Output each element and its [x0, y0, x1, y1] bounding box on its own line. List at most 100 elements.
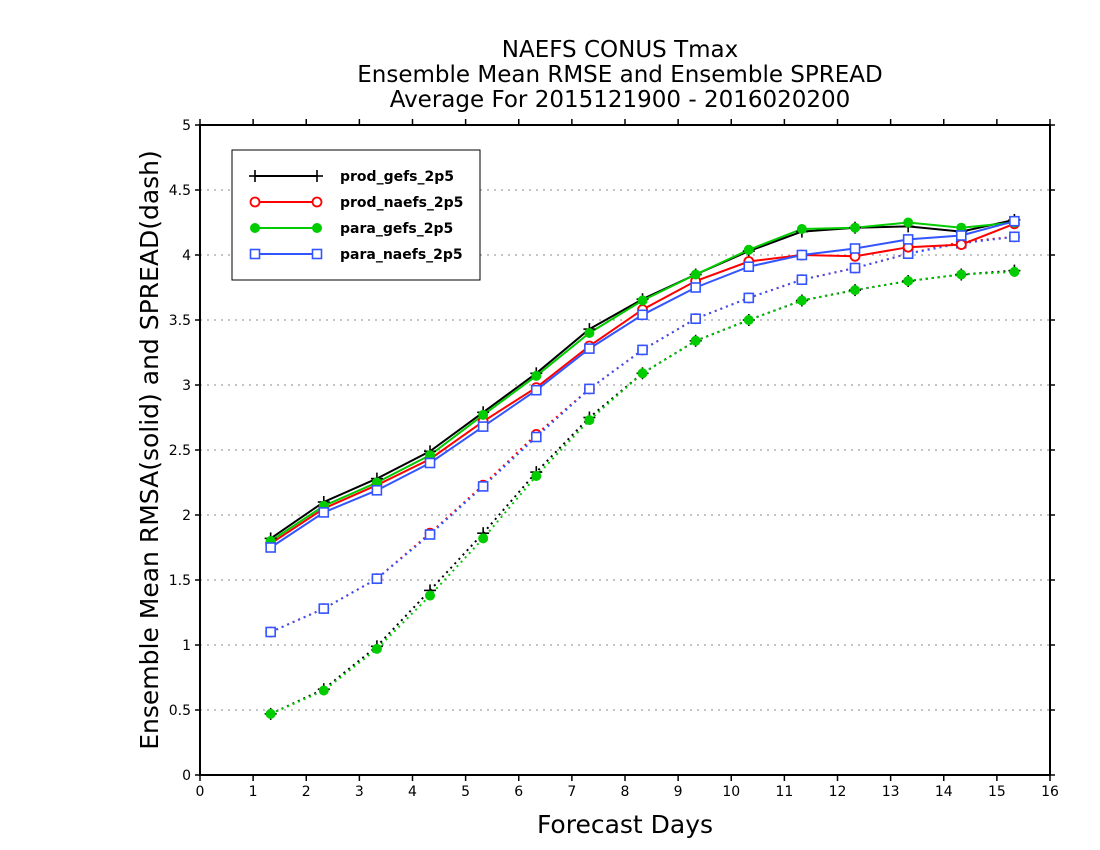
series-3-rmse-point-12 — [902, 234, 914, 245]
y-tick-label-8: 4 — [182, 248, 191, 264]
series-3-spread-point-8 — [690, 313, 701, 325]
x-tick-label-1: 1 — [249, 784, 258, 800]
series-2-spread-point-2 — [371, 643, 382, 654]
series-3-rmse-point-11 — [849, 243, 861, 254]
y-axis: 0 0.5 1 1.5 2 2.5 3 3.5 4 4.5 5 — [169, 118, 1055, 784]
series-2-rmse-point-9 — [743, 244, 754, 255]
series-2-rmse-point-5 — [531, 370, 542, 381]
series-3-spread-point-1 — [318, 603, 330, 614]
legend-marker-right-3 — [311, 248, 323, 260]
series-2-spread-line — [270, 270, 1015, 715]
series-3-spread-point-2 — [371, 573, 383, 585]
series-3-rmse-point-8 — [690, 282, 701, 293]
legend-box — [231, 149, 481, 281]
series-3-rmse-point-1 — [318, 507, 330, 518]
y-tick-label-3: 1.5 — [169, 573, 191, 589]
legend-marker-left-0 — [249, 170, 261, 182]
x-tick-label-3: 3 — [355, 784, 364, 800]
series-2-rmse-point-11 — [850, 222, 861, 233]
chart-title-line-2: Ensemble Mean RMSE and Ensemble SPREAD — [357, 62, 882, 88]
series-3-spread-point-5 — [530, 431, 542, 443]
y-axis-label: Ensemble Mean RMSA(solid) and SPREAD(das… — [135, 150, 164, 750]
series-2-spread-point-13 — [956, 269, 967, 280]
legend-marker-left-1 — [249, 196, 261, 208]
series-2-spread-point-3 — [425, 590, 436, 601]
y-tick-label-7: 3.5 — [169, 313, 191, 329]
legend-marker-left-2 — [250, 223, 260, 233]
x-tick-label-11: 11 — [775, 784, 793, 800]
series-3-rmse-point-0 — [265, 542, 276, 553]
x-tick-label-16: 16 — [1041, 784, 1059, 800]
series-2-spread-point-11 — [850, 285, 861, 296]
series-1-rmse-point-13 — [955, 239, 967, 251]
series-3-rmse-point-5 — [530, 384, 542, 396]
series-2-spread-point-8 — [690, 335, 701, 346]
series-2-rmse-point-7 — [637, 295, 648, 306]
legend-label-3: para_naefs_2p5 — [340, 247, 463, 263]
series-2-spread-point-6 — [584, 415, 595, 426]
series-3-spread-point-11 — [849, 262, 861, 274]
series-3-rmse-point-9 — [743, 261, 755, 273]
series-2-spread-point-10 — [796, 295, 807, 306]
series-2-rmse-point-10 — [796, 224, 807, 234]
series-2-rmse-point-6 — [584, 328, 595, 338]
legend: prod_gefs_2p5 prod_naefs_2p5 para_gefs_2p5… — [231, 149, 481, 281]
x-tick-label-7: 7 — [567, 784, 576, 800]
series-2-spread-point-9 — [743, 315, 754, 325]
x-tick-label-5: 5 — [461, 784, 470, 800]
series — [264, 213, 1021, 720]
legend-marker-right-2 — [312, 223, 322, 233]
chart-title-line-3: Average For 2015121900 - 2016020200 — [390, 87, 851, 113]
series-3-spread-point-6 — [584, 383, 595, 395]
x-tick-label-14: 14 — [935, 784, 953, 800]
x-tick-label-13: 13 — [882, 784, 900, 800]
y-tick-label-9: 4.5 — [169, 183, 191, 199]
series-3-rmse-point-4 — [477, 421, 489, 432]
legend-marker-right-0 — [311, 170, 323, 182]
series-3-rmse-point-7 — [637, 309, 648, 321]
chart-title: NAEFS CONUS Tmax Ensemble Mean RMSE and … — [357, 37, 882, 113]
series-3-rmse-point-10 — [796, 249, 808, 261]
x-tick-label-4: 4 — [408, 784, 417, 800]
series-3-spread-point-7 — [637, 344, 648, 356]
x-tick-label-0: 0 — [196, 784, 205, 800]
y-tick-label-1: 0.5 — [169, 703, 191, 719]
series-3-rmse-point-14 — [1009, 215, 1020, 227]
x-tick-label-10: 10 — [722, 784, 740, 800]
x-axis-label: Forecast Days — [537, 810, 713, 839]
legend-marker-left-3 — [249, 248, 261, 260]
y-tick-label-5: 2.5 — [169, 443, 191, 459]
series-3-spread-point-3 — [424, 529, 436, 540]
series-2-spread-point-1 — [318, 685, 329, 696]
x-axis: 0 1 2 3 4 5 6 7 8 9 10 11 12 13 14 15 16 — [196, 119, 1059, 800]
y-tick-label-2: 1 — [182, 638, 191, 654]
series-3-spread-point-0 — [265, 626, 276, 638]
x-tick-label-2: 2 — [302, 784, 311, 800]
legend-label-2: para_gefs_2p5 — [340, 221, 453, 237]
x-tick-label-8: 8 — [621, 784, 630, 800]
series-3-rmse-point-2 — [371, 484, 383, 496]
series-2-rmse-point-8 — [690, 269, 701, 280]
series-2-spread-point-5 — [531, 471, 542, 481]
series-3-spread-point-9 — [743, 292, 755, 304]
chart-title-line-1: NAEFS CONUS Tmax — [502, 37, 738, 63]
series-2-rmse-point-12 — [903, 217, 914, 228]
series-2-rmse-point-4 — [478, 409, 489, 420]
series-2-spread-point-7 — [637, 368, 648, 379]
y-tick-label-10: 5 — [182, 118, 191, 134]
series-2-spread-point-4 — [478, 533, 489, 544]
legend-marker-right-1 — [311, 196, 323, 208]
x-tick-label-15: 15 — [988, 784, 1006, 800]
series-2-spread-point-12 — [903, 276, 914, 286]
y-tick-label-4: 2 — [182, 508, 191, 524]
legend-label-1: prod_naefs_2p5 — [340, 195, 463, 211]
x-tick-label-9: 9 — [674, 784, 683, 800]
series-0-spread-line — [270, 269, 1015, 715]
series-3-rmse-point-13 — [955, 230, 967, 241]
series-3-rmse-point-3 — [424, 457, 436, 469]
series-2-spread-point-0 — [265, 708, 276, 719]
y-tick-label-6: 3 — [182, 378, 191, 394]
legend-label-0: prod_gefs_2p5 — [340, 169, 454, 185]
x-tick-label-12: 12 — [829, 784, 847, 800]
